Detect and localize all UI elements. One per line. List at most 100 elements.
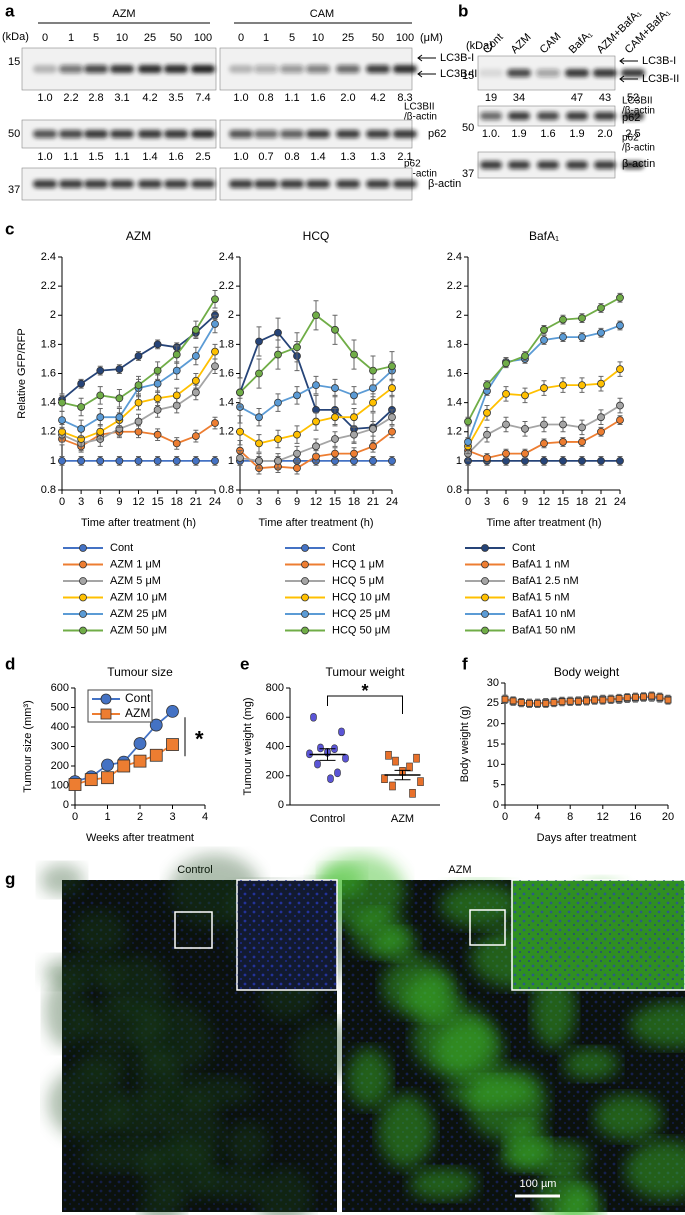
legend-label: AZM 1 μM xyxy=(110,558,161,570)
point xyxy=(101,771,114,785)
point xyxy=(312,442,320,451)
point xyxy=(483,454,491,462)
x-tick-label: 6 xyxy=(503,496,509,508)
y-tick-label: 1.2 xyxy=(447,426,462,438)
point xyxy=(68,778,82,791)
point xyxy=(591,696,599,704)
kda-marker: 15 xyxy=(8,56,20,68)
point xyxy=(350,391,358,400)
point xyxy=(616,416,624,425)
point xyxy=(526,699,533,707)
inset xyxy=(512,880,685,990)
tissue xyxy=(140,1186,184,1215)
legend-marker xyxy=(79,560,87,569)
legend-label: Cont xyxy=(512,542,535,554)
point xyxy=(96,391,105,400)
band xyxy=(306,130,330,138)
point xyxy=(664,696,672,704)
ratio: 1.1 xyxy=(63,151,78,163)
legend-label: AZM 50 μM xyxy=(110,624,167,636)
point xyxy=(96,456,105,465)
point xyxy=(409,788,416,798)
legend-label: HCQ 5 μM xyxy=(332,575,384,587)
ratio: 2.1 xyxy=(397,151,412,163)
lane-label: 50 xyxy=(372,32,384,44)
x-tick-label: 18 xyxy=(348,496,360,508)
point xyxy=(540,336,548,344)
point xyxy=(388,456,396,465)
legend-label: AZM 25 μM xyxy=(110,608,167,620)
lane-label: CAM xyxy=(538,30,564,56)
kda-label: (kDa) xyxy=(2,31,29,43)
legend-marker xyxy=(100,708,112,720)
band xyxy=(565,69,589,77)
point xyxy=(559,315,567,324)
band xyxy=(621,69,645,77)
x-tick-label: 3 xyxy=(484,496,490,508)
x-tick-label: 20 xyxy=(662,811,674,823)
point xyxy=(597,304,605,312)
band xyxy=(393,180,417,188)
y-tick-label: 2.4 xyxy=(41,251,56,263)
y-tick-label: 1.6 xyxy=(219,367,234,379)
y-tick-label: 0 xyxy=(63,799,69,811)
panel-label: b xyxy=(458,1,468,20)
band xyxy=(191,180,215,188)
x-tick-label: 16 xyxy=(629,811,641,823)
y-tick-label: 2 xyxy=(228,309,234,321)
point xyxy=(255,337,263,346)
point xyxy=(417,777,424,786)
y-tick-label: 1 xyxy=(456,455,462,467)
point xyxy=(521,424,529,433)
band xyxy=(366,130,390,138)
band xyxy=(110,65,134,73)
ratio-label: p62 xyxy=(622,133,639,144)
x-tick-label: AZM xyxy=(391,813,414,825)
lane-label: 10 xyxy=(116,32,128,44)
point xyxy=(464,417,472,426)
y-tick-label: 600 xyxy=(51,682,69,694)
point xyxy=(597,427,605,436)
chart-title: AZM xyxy=(126,229,151,243)
point xyxy=(338,727,345,737)
lane-label: 0 xyxy=(42,32,48,44)
point xyxy=(521,449,529,458)
point xyxy=(312,381,320,390)
point xyxy=(616,365,624,374)
point xyxy=(77,424,86,433)
significance: * xyxy=(361,681,368,701)
y-tick-label: 1.4 xyxy=(219,397,234,409)
band xyxy=(593,69,617,77)
band xyxy=(622,161,644,169)
legend-label: AZM 5 μM xyxy=(110,575,161,587)
ratio-label: LC3BII xyxy=(404,102,435,113)
point xyxy=(597,456,605,465)
y-tick-label: 1.2 xyxy=(41,426,56,438)
x-tick-label: 0 xyxy=(237,496,243,508)
ratio: 1.0 xyxy=(37,151,52,163)
tissue xyxy=(135,1048,179,1108)
kda-label: (kDa) xyxy=(466,40,493,52)
band xyxy=(336,130,360,138)
lane-label: 0 xyxy=(238,32,244,44)
band xyxy=(336,180,360,188)
ratio: 2.0 xyxy=(597,128,612,140)
band xyxy=(594,161,616,169)
chart-title: Tumour size xyxy=(107,665,173,679)
legend-marker xyxy=(79,544,87,552)
x-tick-label: 15 xyxy=(152,496,164,508)
legend-marker xyxy=(100,693,112,705)
ratio: 1.4 xyxy=(310,151,325,163)
group-label: CAM xyxy=(310,8,334,20)
point xyxy=(388,362,396,371)
y-axis-label: Tumour size (mm³) xyxy=(22,700,34,792)
y-tick-label: 1.8 xyxy=(219,338,234,350)
point xyxy=(149,718,163,732)
point xyxy=(502,449,510,458)
ratio: 1.5 xyxy=(88,151,103,163)
panel-label: f xyxy=(462,654,468,673)
band xyxy=(110,180,134,188)
point xyxy=(578,423,586,432)
panel-label: a xyxy=(5,1,15,20)
